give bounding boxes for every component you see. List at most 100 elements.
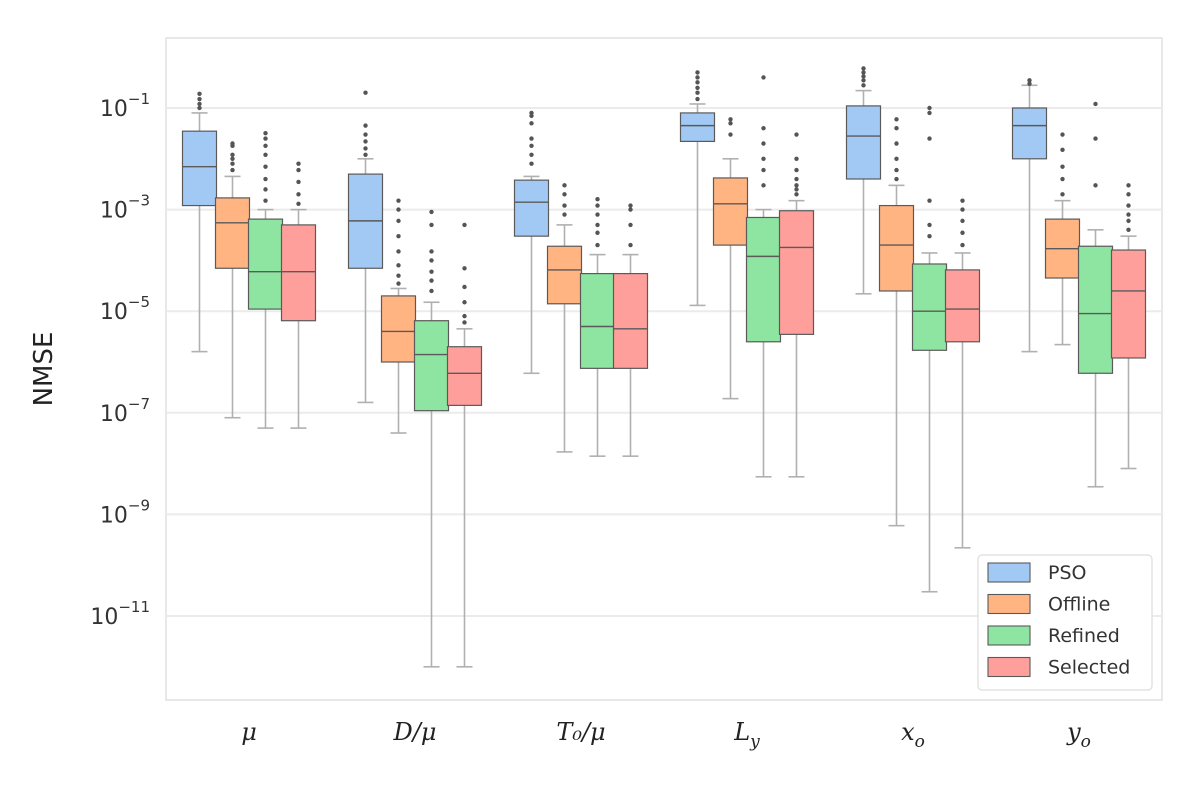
outlier-point — [894, 167, 899, 173]
outlier-point — [263, 136, 268, 141]
outlier-point — [794, 167, 799, 173]
outlier-point — [296, 179, 301, 185]
outlier-point — [562, 203, 567, 208]
outlier-point — [263, 198, 268, 203]
x-category-label: xo — [901, 718, 925, 752]
outlier-point — [429, 258, 434, 263]
outlier-point — [794, 156, 799, 161]
outlier-point — [296, 161, 301, 166]
outlier-point — [429, 209, 434, 215]
legend-label-refined: Refined — [1048, 625, 1120, 647]
outlier-point — [263, 152, 268, 157]
outlier-point — [296, 201, 301, 207]
legend-frame — [977, 554, 1153, 691]
outlier-point — [562, 192, 567, 197]
outlier-point — [1060, 132, 1065, 137]
outlier-point — [894, 117, 899, 122]
outlier-point — [728, 121, 733, 126]
outlier-point — [927, 198, 932, 203]
outlier-point — [529, 152, 534, 157]
outlier-point — [894, 141, 899, 146]
outlier-point — [728, 117, 733, 122]
outlier-point — [562, 183, 567, 188]
outlier-point — [296, 192, 301, 197]
outlier-point — [595, 197, 600, 202]
category-main: y — [1066, 718, 1081, 746]
outlier-point — [927, 222, 932, 228]
outlier-point — [263, 130, 268, 136]
outlier-point — [761, 141, 766, 146]
y-tick-exponent: −11 — [118, 598, 150, 616]
outlier-point — [1093, 101, 1098, 107]
outlier-point — [429, 278, 434, 283]
outlier-point — [529, 143, 534, 149]
outlier-point — [1027, 78, 1032, 83]
box-offline-3 — [546, 183, 583, 453]
outlier-point — [363, 152, 368, 157]
outlier-point — [1060, 176, 1065, 182]
category-main: L — [733, 718, 750, 746]
outlier-point — [960, 230, 965, 235]
outlier-point — [861, 70, 866, 75]
y-tick-base: 10 — [100, 199, 128, 224]
box-selected-1 — [280, 161, 317, 429]
outlier-point — [396, 273, 401, 278]
box-iqr — [778, 210, 815, 335]
box-refined-2 — [413, 209, 450, 668]
x-category-label: μ — [241, 718, 257, 746]
outlier-point — [695, 96, 700, 102]
box-pso-2 — [347, 90, 384, 404]
y-tick-exponent: −5 — [128, 293, 150, 311]
legend-swatch-refined — [987, 625, 1031, 646]
outlier-point — [695, 90, 700, 95]
outlier-point — [462, 300, 467, 305]
outlier-point — [695, 80, 700, 85]
outlier-point — [695, 85, 700, 90]
outlier-point — [529, 110, 534, 116]
box-iqr — [878, 204, 915, 292]
outlier-point — [794, 176, 799, 182]
outlier-point — [396, 218, 401, 224]
outlier-point — [960, 198, 965, 203]
outlier-point — [263, 143, 268, 149]
outlier-point — [1060, 192, 1065, 197]
outlier-point — [927, 233, 932, 239]
outlier-point — [230, 152, 235, 157]
y-tick-base: 10 — [100, 402, 128, 427]
outlier-point — [628, 222, 633, 228]
box-iqr — [413, 320, 450, 412]
outlier-point — [197, 96, 202, 102]
outlier-point — [263, 187, 268, 192]
outlier-point — [429, 249, 434, 254]
outlier-point — [363, 146, 368, 151]
outlier-point — [197, 105, 202, 111]
box-offline-1 — [214, 141, 251, 419]
outlier-point — [861, 83, 866, 88]
outlier-point — [761, 126, 766, 131]
y-tick-base: 10 — [100, 97, 128, 122]
x-category-label: Ly — [733, 718, 760, 752]
y-tick-label: 10−7 — [100, 395, 150, 427]
outlier-point — [927, 136, 932, 141]
outlier-point — [296, 167, 301, 173]
outlier-point — [794, 187, 799, 192]
outlier-point — [894, 126, 899, 131]
box-refined-3 — [579, 197, 616, 457]
outlier-point — [396, 263, 401, 268]
outlier-point — [595, 242, 600, 248]
y-tick-label: 10−9 — [100, 496, 150, 528]
box-iqr — [1110, 249, 1147, 359]
y-axis-label: NMSE — [29, 332, 59, 407]
box-iqr — [181, 130, 218, 207]
outlier-point — [529, 161, 534, 166]
outlier-point — [1126, 212, 1131, 217]
outlier-point — [1060, 164, 1065, 169]
category-main: D/μ — [393, 718, 437, 746]
outlier-point — [861, 74, 866, 79]
outlier-point — [230, 156, 235, 161]
y-tick-label: 10−11 — [90, 598, 150, 630]
outlier-point — [363, 132, 368, 137]
box-selected-6 — [1110, 183, 1147, 470]
category-subscript: y — [749, 732, 760, 752]
